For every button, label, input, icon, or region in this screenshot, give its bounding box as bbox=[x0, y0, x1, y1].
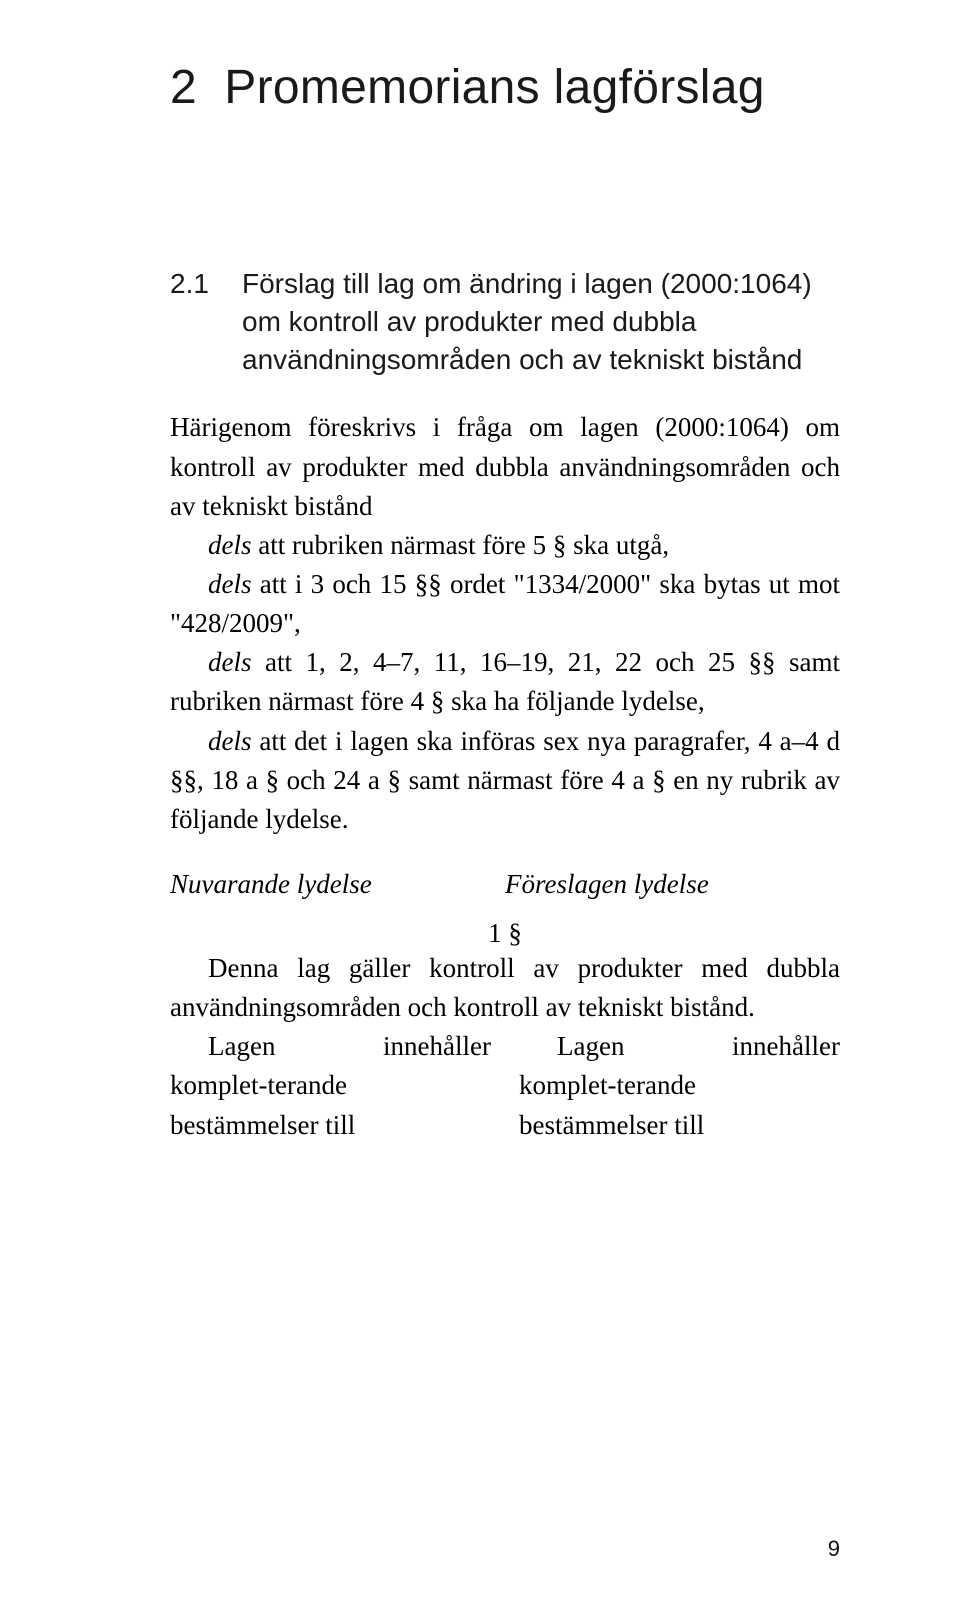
dels-4: dels att det i lagen ska införas sex nya… bbox=[170, 722, 840, 839]
right-column: Lagen innehåller komplet-terande bestämm… bbox=[519, 1027, 840, 1144]
intro-block: Härigenom föreskrivs i fråga om lagen (2… bbox=[170, 408, 840, 839]
dels-1: dels att rubriken närmast före 5 § ska u… bbox=[170, 526, 840, 565]
right-column-text: Lagen innehåller komplet-terande bestämm… bbox=[519, 1027, 840, 1144]
dels-1-rest: att rubriken närmast före 5 § ska utgå, bbox=[252, 530, 670, 560]
dels-2-rest: att i 3 och 15 §§ ordet "1334/2000" ska … bbox=[170, 569, 840, 638]
left-column: Lagen innehåller komplet-terande bestämm… bbox=[170, 1027, 491, 1144]
section-number: 2.1 bbox=[170, 265, 242, 303]
column-headers: Nuvarande lydelse Föreslagen lydelse bbox=[170, 869, 840, 900]
section-heading: 2.1Förslag till lag om ändring i lagen (… bbox=[170, 265, 840, 378]
intro-text: Härigenom föreskrivs i fråga om lagen (2… bbox=[170, 408, 840, 525]
dels-1-em: dels bbox=[208, 530, 252, 560]
dels-4-em: dels bbox=[208, 726, 252, 756]
chapter-title: Promemorians lagförslag bbox=[224, 61, 764, 114]
col-head-right: Föreslagen lydelse bbox=[505, 869, 840, 900]
col-head-left: Nuvarande lydelse bbox=[170, 869, 505, 900]
para-text: Denna lag gäller kontroll av produkter m… bbox=[170, 949, 840, 1027]
chapter-number: 2 bbox=[170, 61, 197, 114]
left-column-text: Lagen innehåller komplet-terande bestämm… bbox=[170, 1027, 491, 1144]
two-column-body: Lagen innehåller komplet-terande bestämm… bbox=[170, 1027, 840, 1144]
full-width-paragraph: Denna lag gäller kontroll av produkter m… bbox=[170, 949, 840, 1027]
content-area: 2 Promemorians lagförslag 2.1Förslag til… bbox=[170, 60, 840, 1145]
dels-4-rest: att det i lagen ska införas sex nya para… bbox=[170, 726, 840, 834]
dels-2: dels att i 3 och 15 §§ ordet "1334/2000"… bbox=[170, 565, 840, 643]
dels-2-em: dels bbox=[208, 569, 252, 599]
paragraph-number: 1 § bbox=[170, 918, 840, 949]
page: 2 Promemorians lagförslag 2.1Förslag til… bbox=[0, 0, 960, 1622]
dels-3-em: dels bbox=[208, 647, 252, 677]
dels-3: dels att 1, 2, 4–7, 11, 16–19, 21, 22 oc… bbox=[170, 643, 840, 721]
section-title: Förslag till lag om ändring i lagen (200… bbox=[242, 265, 832, 378]
chapter-heading: 2 Promemorians lagförslag bbox=[170, 60, 840, 115]
page-number: 9 bbox=[828, 1536, 840, 1562]
dels-3-rest: att 1, 2, 4–7, 11, 16–19, 21, 22 och 25 … bbox=[170, 647, 840, 716]
